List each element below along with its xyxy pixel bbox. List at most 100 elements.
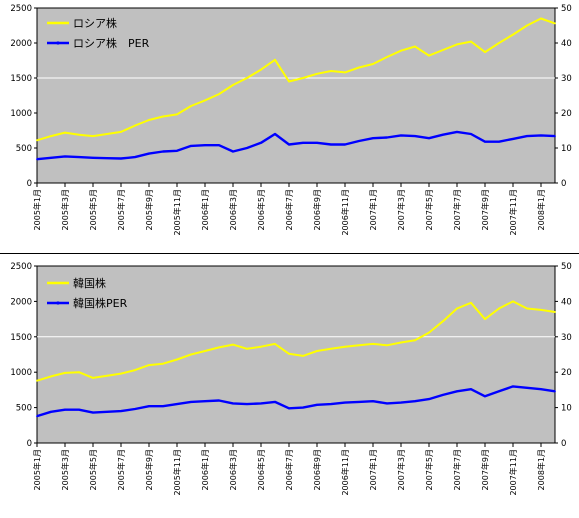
data-point bbox=[526, 386, 528, 389]
data-point bbox=[428, 137, 430, 140]
data-point bbox=[78, 408, 80, 411]
data-point bbox=[260, 141, 262, 144]
data-point bbox=[512, 33, 514, 36]
data-point bbox=[428, 331, 430, 334]
data-point bbox=[386, 344, 388, 347]
data-point bbox=[442, 393, 444, 396]
x-tick-label: 2006年7月 bbox=[284, 189, 294, 230]
data-point bbox=[386, 136, 388, 139]
x-tick-label: 2006年9月 bbox=[312, 189, 322, 230]
data-point bbox=[498, 42, 500, 44]
data-point bbox=[330, 347, 332, 350]
x-tick-label: 2006年7月 bbox=[284, 449, 294, 490]
y-right-tick-label: 30 bbox=[561, 333, 572, 343]
legend-label: 韓国株 bbox=[73, 276, 106, 290]
data-point bbox=[260, 68, 262, 71]
data-point bbox=[246, 77, 248, 79]
data-point bbox=[540, 388, 542, 391]
data-point bbox=[554, 311, 556, 313]
data-point bbox=[232, 150, 234, 153]
data-point bbox=[218, 346, 220, 349]
data-point bbox=[50, 135, 52, 138]
series-line-1 bbox=[36, 17, 556, 142]
x-tick-label: 2007年9月 bbox=[480, 449, 490, 490]
y-left-tick-label: 0 bbox=[27, 439, 32, 449]
x-tick-label: 2006年3月 bbox=[228, 449, 238, 490]
data-point bbox=[316, 141, 318, 144]
data-point bbox=[260, 345, 262, 348]
x-tick-label: 2006年11月 bbox=[340, 449, 350, 496]
y-left-tick-label: 1000 bbox=[10, 368, 32, 378]
x-tick-label: 2006年3月 bbox=[228, 189, 238, 230]
data-point bbox=[358, 66, 360, 69]
legend-marker bbox=[56, 41, 60, 45]
series-line-1 bbox=[36, 300, 556, 382]
x-tick-label: 2007年1月 bbox=[368, 189, 378, 230]
legend-marker bbox=[56, 301, 60, 305]
data-point bbox=[484, 51, 486, 53]
data-point bbox=[512, 300, 514, 303]
data-point bbox=[148, 405, 150, 408]
data-point bbox=[120, 372, 122, 375]
data-point bbox=[442, 133, 444, 136]
data-point bbox=[540, 17, 542, 20]
x-tick-label: 2005年11月 bbox=[172, 189, 182, 236]
x-tick-label: 2005年1月 bbox=[32, 449, 42, 490]
x-tick-label: 2006年1月 bbox=[200, 449, 210, 490]
data-point bbox=[36, 415, 38, 417]
x-tick-label: 2005年3月 bbox=[60, 449, 70, 490]
data-point bbox=[442, 49, 444, 51]
x-tick-label: 2007年7月 bbox=[452, 449, 462, 490]
data-point bbox=[400, 49, 402, 52]
x-tick-label: 2006年1月 bbox=[200, 189, 210, 230]
data-point bbox=[148, 119, 150, 121]
data-point bbox=[358, 140, 360, 142]
data-point bbox=[50, 410, 52, 413]
data-point bbox=[162, 115, 164, 118]
data-point bbox=[120, 410, 122, 413]
data-point bbox=[134, 408, 136, 410]
data-point bbox=[134, 369, 136, 371]
data-point bbox=[484, 395, 486, 398]
data-point bbox=[232, 343, 234, 346]
x-tick-label: 2005年1月 bbox=[32, 189, 42, 230]
data-point bbox=[386, 402, 388, 405]
data-point bbox=[302, 77, 304, 79]
y-left-tick-label: 500 bbox=[16, 144, 32, 154]
data-point bbox=[246, 347, 248, 350]
data-point bbox=[498, 390, 500, 393]
plot-area bbox=[36, 7, 556, 184]
data-point bbox=[50, 375, 52, 378]
data-point bbox=[358, 344, 360, 347]
data-point bbox=[246, 403, 248, 405]
x-tick-label: 2005年5月 bbox=[88, 189, 98, 230]
data-point bbox=[176, 113, 178, 116]
data-point bbox=[190, 145, 192, 147]
data-point bbox=[330, 403, 332, 405]
y-left-tick-label: 2000 bbox=[10, 39, 32, 49]
y-right-tick-label: 20 bbox=[561, 368, 572, 378]
data-point bbox=[400, 401, 402, 404]
data-point bbox=[540, 134, 542, 137]
y-left-tick-label: 2500 bbox=[10, 4, 32, 14]
data-point bbox=[470, 301, 472, 304]
data-point bbox=[204, 350, 206, 352]
data-point bbox=[344, 401, 346, 404]
data-point bbox=[470, 40, 472, 43]
data-point bbox=[134, 156, 136, 159]
data-point bbox=[372, 137, 374, 140]
data-point bbox=[106, 133, 108, 135]
x-tick-label: 2007年11月 bbox=[508, 189, 518, 236]
data-point bbox=[498, 140, 500, 143]
data-point bbox=[36, 158, 38, 161]
y-left-tick-label: 1000 bbox=[10, 109, 32, 119]
data-point bbox=[428, 54, 430, 57]
data-point bbox=[330, 143, 332, 146]
y-right-tick-label: 10 bbox=[561, 144, 572, 154]
data-point bbox=[92, 411, 94, 414]
x-tick-label: 2007年5月 bbox=[424, 449, 434, 490]
legend-label: ロシア株 bbox=[73, 16, 117, 30]
data-point bbox=[316, 72, 318, 75]
